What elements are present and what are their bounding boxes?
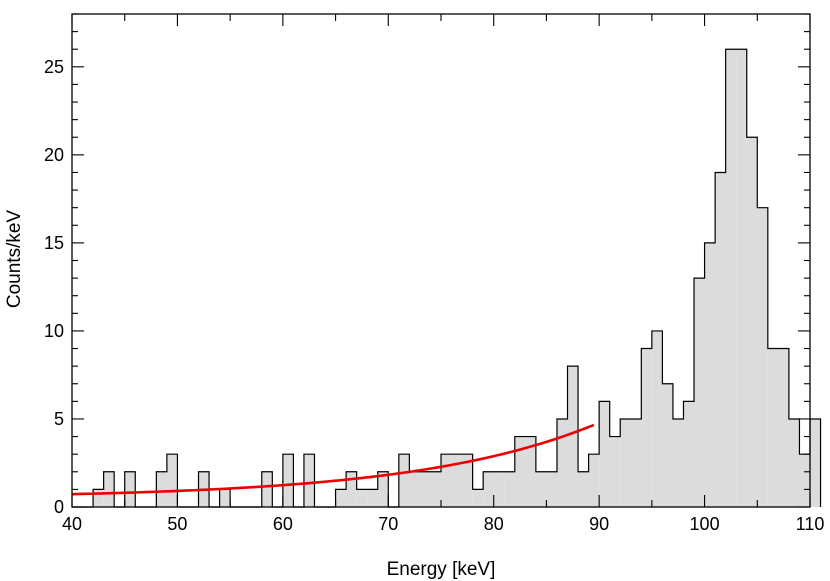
histogram-bar	[124, 471, 136, 507]
histogram-bars	[72, 48, 822, 508]
fit-curve-line	[71, 423, 595, 496]
histogram-bar	[683, 401, 695, 507]
x-tick-label: 110	[796, 514, 825, 534]
y-tick-label: 25	[44, 57, 64, 77]
histogram-bar	[672, 418, 684, 507]
histogram-bar	[535, 471, 547, 507]
histogram-bar	[93, 489, 104, 507]
histogram-bar	[514, 436, 526, 507]
histogram-bar	[641, 348, 652, 507]
histogram-bar	[567, 366, 579, 507]
histogram-bar	[630, 418, 642, 507]
histogram-bar	[103, 471, 115, 507]
histogram-bar	[725, 49, 737, 507]
x-tick-label: 70	[378, 514, 398, 534]
histogram-bar	[799, 454, 810, 507]
histogram-bar	[409, 471, 420, 507]
histogram-bar	[303, 454, 315, 507]
histogram-bar	[736, 49, 747, 507]
x-tick-label: 80	[484, 514, 504, 534]
histogram-bar	[620, 418, 631, 507]
histogram-bar	[525, 436, 536, 507]
y-tick-labels: 0 5 10 15 20 25	[44, 57, 64, 517]
histogram-bar	[556, 418, 568, 507]
y-tick-label: 15	[44, 233, 64, 253]
axis-ticks	[71, 13, 811, 508]
x-tick-label: 90	[589, 514, 609, 534]
x-tick-label: 60	[273, 514, 293, 534]
histogram-bar	[651, 330, 663, 507]
histogram-bar	[546, 471, 557, 507]
y-tick-label: 5	[54, 409, 64, 429]
histogram-bar	[419, 471, 431, 507]
histogram-bar	[778, 348, 789, 507]
histogram-outline	[72, 48, 822, 508]
histogram-bar	[810, 418, 821, 507]
y-tick-label: 0	[54, 497, 64, 517]
histogram-bar	[588, 454, 600, 507]
x-tick-label: 50	[167, 514, 187, 534]
histogram-bar	[430, 471, 441, 507]
histogram-bar	[156, 471, 167, 507]
histogram-bar	[493, 471, 505, 507]
histogram-bar	[377, 471, 389, 507]
histogram-bar	[715, 172, 726, 507]
histogram-bar	[472, 489, 484, 507]
y-axis-title: Counts/keV	[4, 210, 25, 309]
histogram-bar	[335, 489, 347, 507]
histogram-bar	[757, 207, 768, 507]
x-axis-title: Energy [keV]	[387, 559, 496, 580]
histogram-bar	[694, 278, 705, 507]
histogram-bar	[346, 471, 357, 507]
fit-curve-layer	[71, 423, 595, 496]
histogram-bar	[662, 383, 673, 507]
histogram-bar	[451, 454, 463, 507]
histogram-bar	[599, 401, 610, 507]
histogram-bar	[398, 454, 410, 507]
histogram-bar	[261, 471, 273, 507]
histogram-bar	[788, 418, 800, 507]
histogram-bar	[609, 436, 621, 507]
histogram-bar	[504, 471, 515, 507]
histogram-bar	[356, 489, 368, 507]
histogram-bar	[166, 454, 178, 507]
x-tick-labels: 40 50 60 70 80 90 100 110	[62, 514, 824, 534]
histogram-bar	[462, 454, 473, 507]
histogram-bar	[441, 454, 452, 507]
histogram-bar	[367, 489, 378, 507]
histogram-bar	[578, 471, 589, 507]
y-tick-label: 20	[44, 145, 64, 165]
histogram-bar	[746, 137, 758, 507]
histogram-bar	[282, 454, 294, 507]
histogram-bar	[704, 242, 716, 507]
histogram-bar	[483, 471, 494, 507]
x-tick-label: 40	[62, 514, 82, 534]
y-tick-label: 10	[44, 321, 64, 341]
x-tick-label: 100	[690, 514, 720, 534]
histogram-bar	[767, 348, 779, 507]
histogram-bar	[219, 489, 231, 507]
